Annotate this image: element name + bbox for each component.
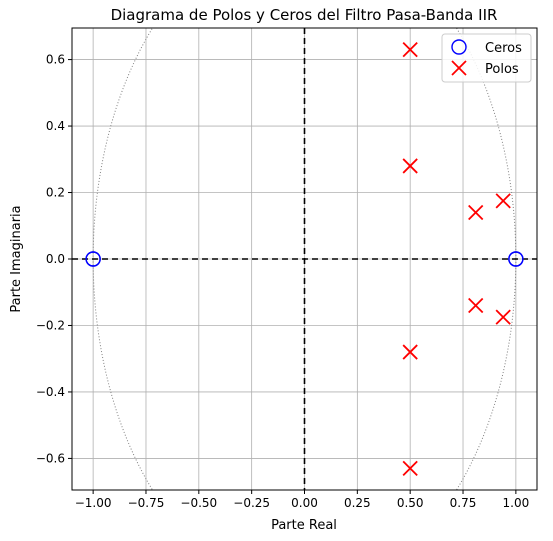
pole-marker-stroke [402,344,418,360]
y-tick-label: −0.2 [36,318,65,332]
pole-marker-stroke [468,204,484,221]
y-tick-label: 0.4 [46,119,65,133]
x-tick-label: 1.00 [503,496,530,510]
legend-label-ceros: Ceros [485,41,522,56]
chart-title: Diagrama de Polos y Ceros del Filtro Pas… [111,6,498,24]
pole-marker-stroke [402,460,418,477]
x-tick-label: 0.00 [291,496,318,510]
pole-marker [402,41,418,58]
x-tick-label: 0.25 [344,496,371,510]
pole-marker-stroke [402,158,418,174]
x-tick-label: −0.75 [128,496,165,510]
y-tick-label: 0.0 [46,252,65,266]
x-ticks: −1.00 −0.75 −0.50 −0.25 0.00 0.25 0.50 0.75 1.00 [75,490,529,510]
legend-label-polos: Polos [485,62,519,77]
pole-marker [468,204,484,221]
pole-marker [468,297,484,314]
x-axis-label: Parte Real [271,518,337,533]
pole-marker [402,460,418,477]
x-tick-label: −1.00 [75,496,112,510]
zero-marker [508,251,524,267]
x-tick-label: 0.75 [450,496,477,510]
pole-marker [402,158,418,174]
pole-marker-stroke [495,193,511,209]
pole-marker-stroke [402,41,418,58]
y-tick-label: 0.6 [46,53,65,67]
legend-box [441,33,532,83]
pole-marker [495,309,511,325]
y-tick-label: 0.2 [46,186,65,200]
pole-marker-stroke [468,297,484,314]
pole-marker-stroke [495,309,511,325]
data-markers [85,41,524,477]
pole-marker [402,344,418,360]
x-tick-label: −0.25 [233,496,270,510]
y-tick-label: −0.4 [36,385,65,399]
y-tick-label: −0.6 [36,451,65,465]
zero-marker [85,251,101,267]
y-axis-label: Parte Imaginaria [9,205,24,312]
x-tick-label: −0.50 [180,496,217,510]
legend-pole-marker [451,60,467,76]
legend-zero-marker [451,39,467,55]
y-ticks: −0.6 −0.4 −0.2 0.0 0.2 0.4 0.6 [36,53,72,465]
x-tick-label: 0.50 [397,496,424,510]
legend: Ceros Polos [441,33,532,83]
pole-marker [495,193,511,209]
zero-axis-lines [72,28,537,490]
